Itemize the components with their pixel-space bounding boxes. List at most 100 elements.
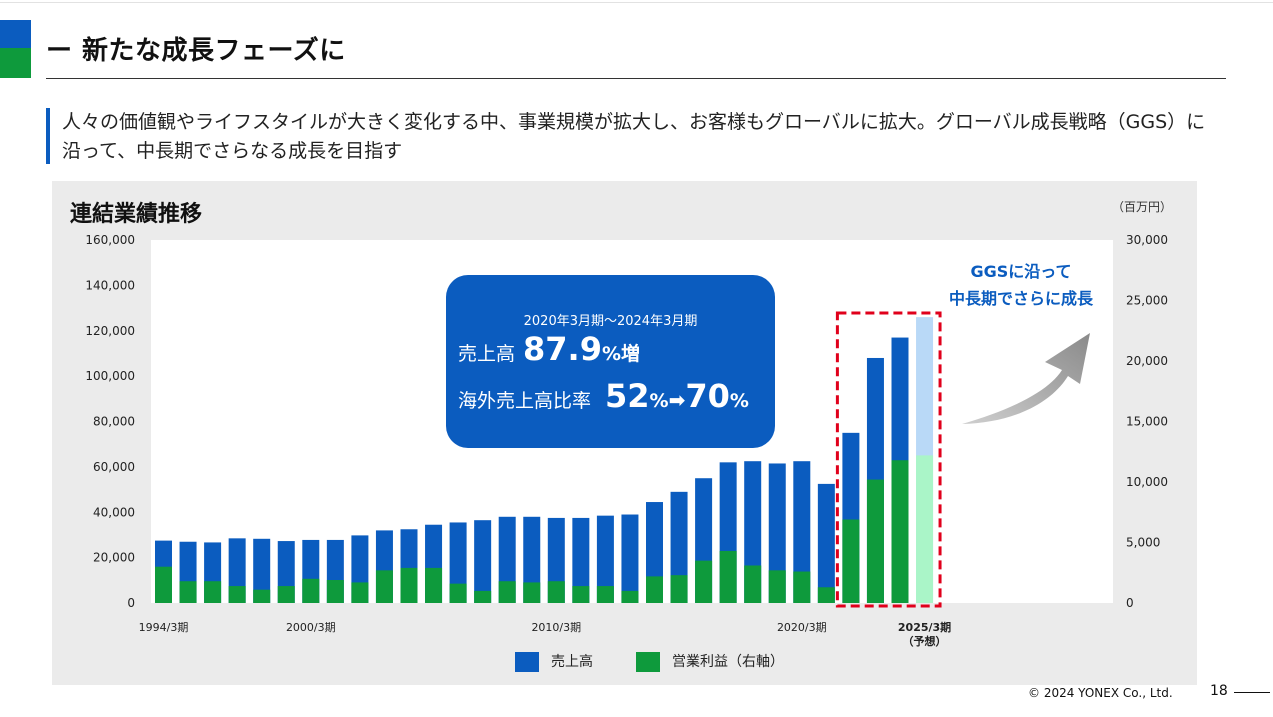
operating-profit-bar-2021/3	[817, 587, 835, 603]
sales-bar-2007/3	[474, 520, 492, 603]
y-left-tick-label: 80,000	[93, 415, 135, 429]
highlight-callout: 2020年3月期～2024年3月期 売上高 87.9%増 海外売上高比率 52%➡7…	[446, 275, 775, 448]
page-number: 18	[1210, 683, 1228, 699]
legend-item-sales: 売上高	[515, 651, 593, 672]
legend-label-operating-profit: 営業利益（右軸）	[672, 654, 784, 670]
legend-label-sales: 売上高	[551, 654, 593, 670]
callout-overseas-from-unit: %	[649, 390, 669, 412]
title-divider	[46, 78, 1226, 79]
chart-unit-label: （百万円）	[1112, 200, 1173, 214]
sales-bar-2012/3	[596, 515, 614, 603]
y-left-tick-label: 120,000	[85, 324, 135, 338]
sales-bar-2019/3	[768, 463, 786, 603]
legend-swatch-operating-profit	[636, 652, 660, 672]
callout-overseas-label: 海外売上高比率	[458, 390, 592, 412]
operating-profit-bar-2017/3	[719, 550, 737, 603]
operating-profit-bar-2023/3	[866, 479, 884, 603]
operating-profit-bar-2010/3	[547, 581, 565, 603]
right-arrow-icon: ➡	[668, 388, 686, 412]
x-tick-label: 2010/3期	[531, 621, 581, 634]
callout-sales-label: 売上高	[458, 343, 516, 365]
operating-profit-bar-2005/3	[425, 567, 443, 603]
operating-profit-bar-1999/3	[277, 586, 295, 603]
callout-sales-row: 売上高 87.9%増	[458, 330, 640, 368]
growth-annotation: GGSに沿って 中長期でさらに成長	[928, 258, 1114, 312]
y-right-tick-label: 30,000	[1126, 233, 1168, 247]
brand-block-blue	[0, 20, 31, 48]
copyright: © 2024 YONEX Co., Ltd.	[1028, 686, 1173, 700]
operating-profit-bar-2003/3	[375, 570, 393, 603]
operating-profit-bar-2020/3	[793, 571, 811, 603]
operating-profit-bar-2018/3	[744, 565, 762, 603]
y-right-tick-label: 20,000	[1126, 354, 1168, 368]
sales-bar-2009/3	[523, 516, 541, 603]
operating-profit-bar-2022/3	[842, 519, 860, 603]
operating-profit-bar-2007/3	[474, 590, 492, 603]
operating-profit-bar-2000/3	[302, 578, 320, 603]
sales-bar-2011/3	[572, 517, 590, 603]
y-left-tick-label: 40,000	[93, 505, 135, 519]
operating-profit-bar-2012/3	[596, 586, 614, 603]
operating-profit-bar-1997/3	[228, 586, 246, 603]
callout-overseas-from-value: 52	[605, 377, 650, 415]
y-left-tick-label: 60,000	[93, 460, 135, 474]
top-border-line	[0, 2, 1273, 3]
operating-profit-bar-2024/3	[891, 460, 909, 603]
y-right-tick-label: 0	[1126, 596, 1134, 610]
operating-profit-bar-2004/3	[400, 567, 418, 603]
operating-profit-bar-2025/3	[916, 455, 934, 603]
x-tick-label: 2020/3期	[777, 621, 827, 634]
operating-profit-bar-1998/3	[253, 589, 271, 603]
callout-overseas-row: 海外売上高比率 52%➡70%	[458, 377, 749, 415]
page-title: ー 新たな成長フェーズに	[46, 36, 346, 66]
operating-profit-bar-2011/3	[572, 586, 590, 603]
x-tick-sublabel: （予想）	[903, 634, 947, 648]
growth-annotation-line2: 中長期でさらに成長	[948, 289, 1093, 308]
y-right-tick-label: 15,000	[1126, 415, 1168, 429]
brand-block-green	[0, 48, 31, 78]
y-left-tick-label: 0	[127, 596, 135, 610]
y-right-tick-label: 5,000	[1126, 536, 1160, 550]
callout-period: 2020年3月期～2024年3月期	[523, 314, 698, 329]
x-tick-label: 2025/3期	[898, 620, 951, 634]
sales-bar-2006/3	[449, 522, 467, 603]
operating-profit-bar-2013/3	[621, 590, 639, 603]
sales-bar-2013/3	[621, 514, 639, 603]
operating-profit-bar-2019/3	[768, 570, 786, 603]
sales-bar-1998/3	[253, 538, 271, 603]
y-left-tick-label: 100,000	[85, 369, 135, 383]
growth-annotation-line1: GGSに沿って	[970, 262, 1072, 281]
operating-profit-bar-2009/3	[523, 582, 541, 603]
y-right-tick-label: 25,000	[1126, 294, 1168, 308]
legend-item-operating-profit: 営業利益（右軸）	[636, 651, 784, 672]
page-number-rule	[1234, 692, 1270, 693]
sales-bar-2021/3	[817, 483, 835, 603]
forecast-highlight-box	[835, 311, 942, 608]
operating-profit-bar-2016/3	[695, 560, 713, 603]
operating-profit-bar-2014/3	[646, 576, 663, 603]
x-tick-label: 1994/3期	[139, 621, 189, 634]
operating-profit-bar-1995/3	[179, 581, 197, 603]
y-right-tick-label: 10,000	[1126, 475, 1168, 489]
x-tick-label: 2000/3期	[286, 621, 336, 634]
operating-profit-bar-1996/3	[204, 581, 222, 603]
y-left-tick-label: 160,000	[85, 233, 135, 247]
operating-profit-bar-1994/3	[155, 566, 172, 603]
operating-profit-bar-2006/3	[449, 583, 467, 603]
lead-text: 人々の価値観やライフスタイルが大きく変化する中、事業規模が拡大し、お客様もグロー…	[62, 111, 1206, 162]
callout-overseas-to-value: 70	[685, 377, 730, 415]
y-left-tick-label: 20,000	[93, 551, 135, 565]
callout-sales-growth-unit: %増	[601, 343, 641, 365]
operating-profit-bar-2015/3	[670, 575, 688, 603]
growth-arrow-icon	[962, 333, 1090, 424]
operating-profit-bar-2001/3	[326, 580, 344, 603]
operating-profit-bar-2002/3	[351, 582, 369, 603]
lead-accent-bar	[46, 108, 50, 164]
callout-overseas-to-unit: %	[729, 390, 749, 412]
operating-profit-bar-2008/3	[498, 581, 516, 603]
y-left-tick-label: 140,000	[85, 278, 135, 292]
sales-bar-2020/3	[793, 461, 811, 603]
chart-title: 連結業績推移	[70, 202, 203, 227]
callout-sales-growth-value: 87.9	[523, 330, 602, 368]
